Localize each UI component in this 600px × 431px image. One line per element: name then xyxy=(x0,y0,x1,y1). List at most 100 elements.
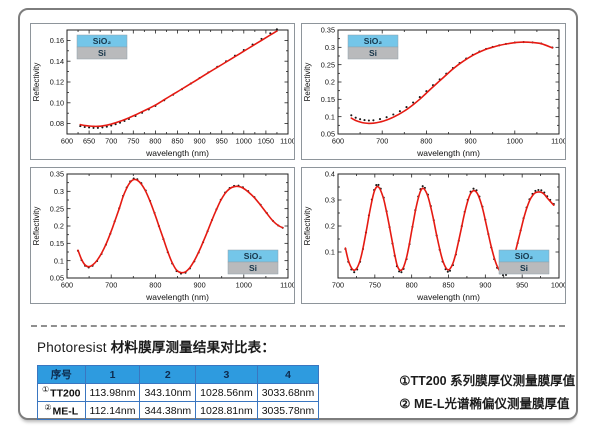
svg-text:wavelength (nm): wavelength (nm) xyxy=(145,148,209,158)
svg-text:900: 900 xyxy=(194,137,206,146)
reflectivity-chart-2: 600 700 800 900 1000 1100 0.05 0.1 0.15 0.2 0.25 0.… xyxy=(303,26,566,158)
table-cell: 344.38nm xyxy=(139,401,197,420)
svg-text:0.14: 0.14 xyxy=(50,57,64,66)
table-cell: 113.98nm xyxy=(84,383,141,402)
header-cell-index: 序号 xyxy=(37,365,86,384)
svg-text:900: 900 xyxy=(194,281,206,290)
svg-text:1000: 1000 xyxy=(507,137,523,146)
svg-text:0.2: 0.2 xyxy=(325,78,335,87)
svg-text:900: 900 xyxy=(479,281,491,290)
svg-text:0.3: 0.3 xyxy=(54,187,64,196)
chart-panel-bottom-left: 600 700 800 900 1000 1100 0.05 0.1 0.15 0.2 0.25 0.… xyxy=(30,167,295,304)
svg-text:Si: Si xyxy=(98,48,106,58)
svg-text:Si: Si xyxy=(369,48,377,58)
bottom-section: Photoresist 材料膜厚测量结果对比表： 序号 1 2 3 4 xyxy=(20,327,576,420)
svg-text:0.35: 0.35 xyxy=(50,170,64,179)
table-and-notes-row: 序号 1 2 3 4 ①TT200 113.98nm 343.10nm 1028 xyxy=(37,365,575,420)
svg-text:850: 850 xyxy=(442,281,454,290)
figure-frame: 600 650 700 750 800 850 900 950 1000 1050 1100 0.08… xyxy=(18,8,578,420)
chart-panel-top-left: 600 650 700 750 800 850 900 950 1000 1050 1100 0.08… xyxy=(30,23,295,160)
svg-text:0.4: 0.4 xyxy=(325,170,335,179)
svg-text:900: 900 xyxy=(465,137,477,146)
svg-text:0.3: 0.3 xyxy=(325,196,335,205)
note-mel: ② ME-L光谱椭偏仪测量膜厚值 xyxy=(399,396,570,411)
circled-1-mark: ① xyxy=(42,385,50,395)
svg-text:800: 800 xyxy=(420,137,432,146)
row-label-mel: ②ME-L xyxy=(37,401,86,420)
svg-text:700: 700 xyxy=(376,137,388,146)
svg-text:1000: 1000 xyxy=(236,281,252,290)
svg-text:Reflectivity: Reflectivity xyxy=(303,63,312,102)
svg-text:800: 800 xyxy=(406,281,418,290)
header-cell-4: 4 xyxy=(256,365,320,384)
circled-2-mark: ② xyxy=(44,403,52,413)
svg-text:0.10: 0.10 xyxy=(50,98,64,107)
svg-text:800: 800 xyxy=(149,137,161,146)
svg-text:1050: 1050 xyxy=(258,137,274,146)
svg-text:0.1: 0.1 xyxy=(54,256,64,265)
svg-text:0.2: 0.2 xyxy=(54,222,64,231)
svg-text:650: 650 xyxy=(83,137,95,146)
reflectivity-chart-1: 600 650 700 750 800 850 900 950 1000 1050 1100 0.08… xyxy=(32,28,295,158)
svg-text:1100: 1100 xyxy=(280,137,295,146)
table-cell: 112.14nm xyxy=(84,401,141,420)
svg-text:Si: Si xyxy=(520,263,528,273)
svg-text:0.25: 0.25 xyxy=(50,204,64,213)
comparison-table: 序号 1 2 3 4 ①TT200 113.98nm 343.10nm 1028 xyxy=(37,365,320,420)
svg-text:0.15: 0.15 xyxy=(50,239,64,248)
svg-text:600: 600 xyxy=(61,281,73,290)
svg-text:600: 600 xyxy=(61,137,73,146)
table-cell: 3035.78nm xyxy=(256,401,320,420)
table-cell: 3033.68nm xyxy=(256,383,320,402)
svg-text:950: 950 xyxy=(216,137,228,146)
table-cell: 1028.56nm xyxy=(195,383,258,402)
header-cell-2: 2 xyxy=(139,365,197,384)
table-header-row: 序号 1 2 3 4 xyxy=(37,365,320,384)
svg-text:0.15: 0.15 xyxy=(321,95,335,104)
reflectivity-chart-4: 700 750 800 850 900 950 1000 0.1 0.2 0.3 0.4 wavele… xyxy=(303,170,566,302)
svg-text:800: 800 xyxy=(149,281,161,290)
svg-text:750: 750 xyxy=(369,281,381,290)
header-cell-1: 1 xyxy=(84,365,141,384)
svg-text:0.3: 0.3 xyxy=(325,43,335,52)
table-title-en: Photoresist xyxy=(37,340,111,355)
svg-text:700: 700 xyxy=(332,281,344,290)
charts-grid: 600 650 700 750 800 850 900 950 1000 1050 1100 0.08… xyxy=(20,10,576,304)
reflectivity-chart-3: 600 700 800 900 1000 1100 0.05 0.1 0.15 0.2 0.25 0.… xyxy=(32,170,294,302)
row-name: ME-L xyxy=(52,405,79,418)
table-row: ②ME-L 112.14nm 344.38nm 1028.81nm 3035.7… xyxy=(37,401,320,420)
svg-text:1100: 1100 xyxy=(551,137,566,146)
svg-text:0.2: 0.2 xyxy=(325,222,335,231)
svg-text:wavelength (nm): wavelength (nm) xyxy=(145,292,209,302)
svg-text:700: 700 xyxy=(105,137,117,146)
svg-text:1000: 1000 xyxy=(551,281,566,290)
svg-text:600: 600 xyxy=(332,137,344,146)
svg-text:Reflectivity: Reflectivity xyxy=(303,207,312,246)
svg-text:950: 950 xyxy=(516,281,528,290)
svg-text:1000: 1000 xyxy=(236,137,252,146)
svg-text:Si: Si xyxy=(249,263,257,273)
row-name: TT200 xyxy=(50,387,81,400)
svg-text:wavelength (nm): wavelength (nm) xyxy=(416,292,480,302)
svg-text:SiO₂: SiO₂ xyxy=(515,251,534,261)
svg-text:0.35: 0.35 xyxy=(321,26,335,35)
table-cell: 343.10nm xyxy=(139,383,197,402)
svg-text:850: 850 xyxy=(171,137,183,146)
note-tt200: ①TT200 系列膜厚仪测量膜厚值 xyxy=(399,374,576,388)
svg-text:0.1: 0.1 xyxy=(325,248,335,257)
table-row: ①TT200 113.98nm 343.10nm 1028.56nm 3033.… xyxy=(37,383,320,402)
svg-text:Reflectivity: Reflectivity xyxy=(32,63,41,102)
svg-text:SiO₂: SiO₂ xyxy=(364,36,383,46)
svg-text:0.05: 0.05 xyxy=(50,274,64,283)
svg-text:0.05: 0.05 xyxy=(321,130,335,139)
row-label-tt200: ①TT200 xyxy=(37,383,86,402)
table-title: Photoresist 材料膜厚测量结果对比表： xyxy=(37,336,560,356)
svg-text:0.1: 0.1 xyxy=(325,112,335,121)
table-title-zh: 材料膜厚测量结果对比表： xyxy=(110,340,276,355)
chart-panel-bottom-right: 700 750 800 850 900 950 1000 0.1 0.2 0.3 0.4 wavele… xyxy=(301,167,566,304)
svg-text:0.08: 0.08 xyxy=(50,119,64,128)
header-cell-3: 3 xyxy=(195,365,258,384)
svg-text:700: 700 xyxy=(105,281,117,290)
svg-text:SiO₂: SiO₂ xyxy=(93,36,112,46)
